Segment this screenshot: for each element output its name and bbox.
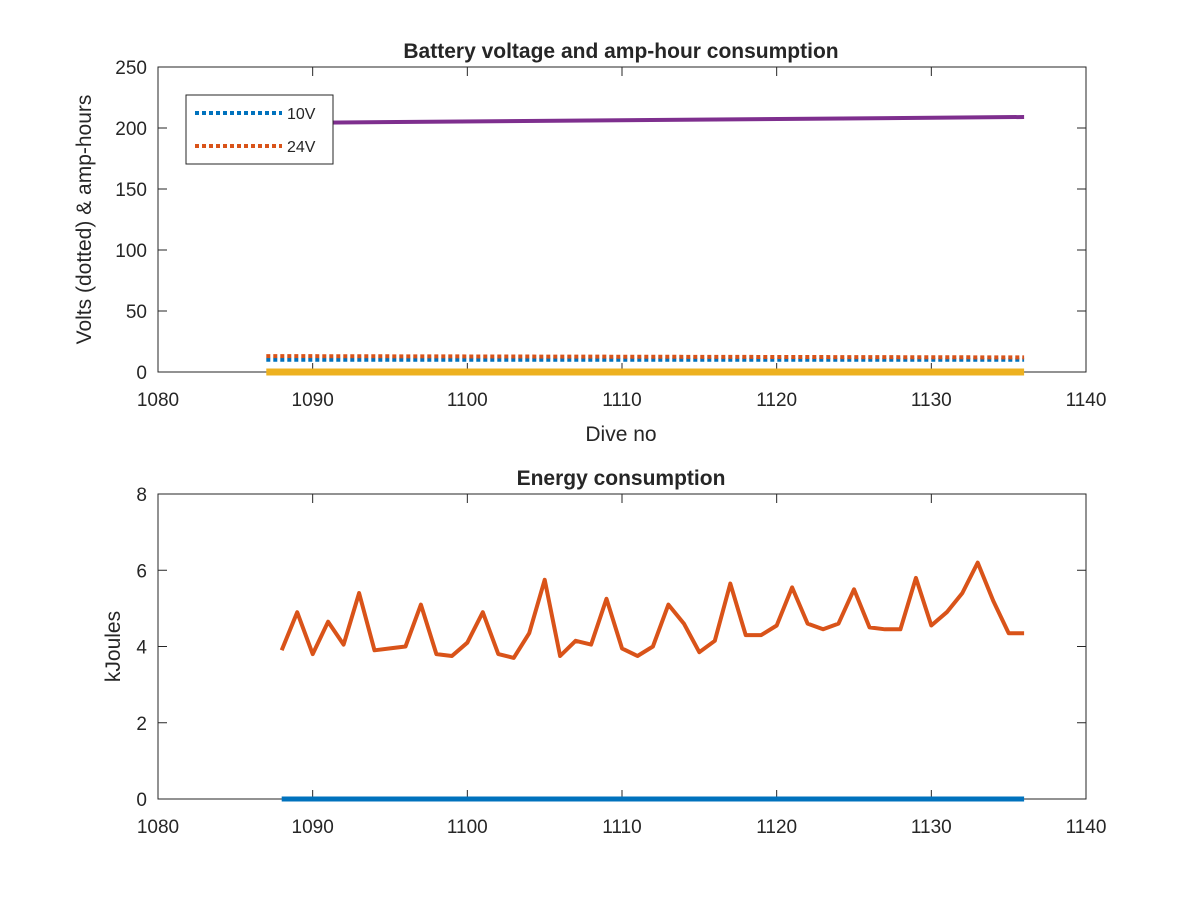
tick-marks: 1080 1090 1100 1110 1120 1130 1140 0 2 4 6 8: [136, 485, 1106, 838]
series-line-unnamed-0: [279, 560, 1025, 660]
x-tick-label: 1100: [447, 390, 488, 411]
x-tick-label: 1110: [602, 817, 641, 838]
tick-marks: 1080 1090 1100 1110 1120 1130 1140 0 50 100 150 200…: [115, 58, 1106, 411]
y-tick-label: 0: [136, 790, 147, 811]
y-axis-label: kJoules: [102, 611, 125, 682]
x-axis-label: Dive no: [585, 423, 656, 446]
x-tick-label: 1100: [447, 817, 488, 838]
x-tick-label: 1130: [911, 817, 952, 838]
y-tick-label: 0: [136, 363, 147, 384]
series-lines: [279, 560, 1025, 802]
legend-box: [185, 94, 334, 165]
series-lines: [266, 115, 1025, 376]
x-tick-label: 1090: [292, 390, 334, 411]
y-axis-label: Volts (dotted) & amp-hours: [73, 95, 96, 345]
x-tick-label: 1140: [1066, 817, 1107, 838]
x-tick-label: 1120: [756, 390, 797, 411]
y-tick-label: 50: [126, 302, 147, 323]
x-tick-label: 1120: [756, 817, 797, 838]
x-tick-label: 1090: [292, 817, 334, 838]
y-tick-label: 4: [136, 638, 147, 659]
chart-title: Energy consumption: [517, 467, 726, 490]
y-tick-label: 8: [136, 485, 147, 506]
x-tick-label: 1130: [911, 390, 952, 411]
x-tick-label: 1140: [1066, 390, 1107, 411]
series-line-24v: [266, 354, 1025, 360]
x-tick-label: 1110: [602, 390, 641, 411]
y-tick-label: 100: [115, 241, 147, 262]
x-tick-label: 1080: [137, 817, 179, 838]
voltage-amp-hour-plot: Battery voltage and amp-hour consumption…: [73, 40, 1106, 446]
energy-consumption-plot: Energy consumption kJoules 1080 1090 1100 1…: [102, 467, 1106, 838]
y-tick-label: 2: [136, 714, 147, 735]
legend: 10V 24V: [185, 94, 334, 165]
y-tick-label: 250: [115, 58, 147, 79]
y-tick-label: 150: [115, 180, 147, 201]
y-tick-label: 6: [136, 561, 147, 582]
chart-title: Battery voltage and amp-hour consumption: [403, 40, 838, 63]
y-tick-label: 200: [115, 119, 147, 140]
legend-label-10v: 10V: [287, 106, 316, 123]
legend-label-24v: 24V: [287, 139, 316, 156]
x-tick-label: 1080: [137, 390, 179, 411]
series-line-unnamed-3: [266, 115, 1025, 126]
